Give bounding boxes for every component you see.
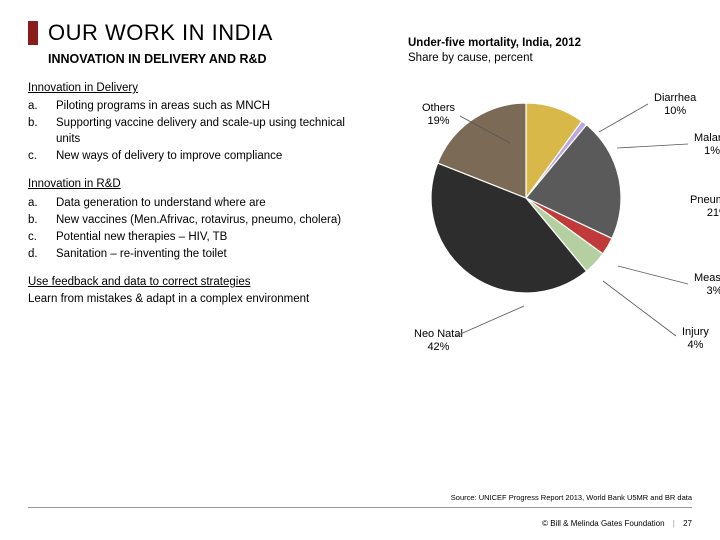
list-text: Supporting vaccine delivery and scale-up… (56, 115, 358, 147)
list-item: c.New ways of delivery to improve compli… (28, 148, 358, 164)
list-item: a.Data generation to understand where ar… (28, 195, 358, 211)
list-rd: a.Data generation to understand where ar… (28, 195, 358, 262)
left-column: Innovation in Delivery a.Piloting progra… (28, 80, 358, 354)
list-marker: a. (28, 195, 56, 211)
right-column: Under-five mortality, India, 2012 Share … (368, 80, 692, 354)
pie-label: Malaria1% (694, 132, 720, 158)
pie-label: Pneumonia21% (690, 194, 720, 220)
list-text: Data generation to understand where are (56, 195, 266, 211)
list-item: c.Potential new therapies – HIV, TB (28, 229, 358, 245)
list-marker: c. (28, 229, 56, 245)
section-head-rd: Innovation in R&D (28, 176, 358, 192)
list-delivery: a.Piloting programs in areas such as MNC… (28, 98, 358, 164)
list-marker: b. (28, 115, 56, 147)
footer-divider (28, 507, 692, 508)
list-marker: d. (28, 246, 56, 262)
leader-lines (368, 74, 688, 354)
list-text: Potential new therapies – HIV, TB (56, 229, 227, 245)
list-text: Piloting programs in areas such as MNCH (56, 98, 270, 114)
pie-label: Measles3% (694, 272, 720, 298)
source-text: Source: UNICEF Progress Report 2013, Wor… (451, 493, 692, 502)
footer-page: 27 (683, 519, 692, 528)
footer-sep: | (673, 519, 675, 528)
closing-block: Use feedback and data to correct strateg… (28, 274, 358, 307)
list-item: d.Sanitation – re-inventing the toilet (28, 246, 358, 262)
pie-chart: Diarrhea10%Malaria1%Pneumonia21%Measles3… (368, 74, 688, 354)
list-text: New vaccines (Men.Afrivac, rotavirus, pn… (56, 212, 341, 228)
list-item: b.New vaccines (Men.Afrivac, rotavirus, … (28, 212, 358, 228)
chart-title-line1: Under-five mortality, India, 2012 (408, 37, 581, 49)
footer: © Bill & Melinda Gates Foundation | 27 (542, 519, 692, 528)
list-marker: b. (28, 212, 56, 228)
title-marker (28, 21, 38, 45)
list-text: Sanitation – re-inventing the toilet (56, 246, 227, 262)
list-item: b.Supporting vaccine delivery and scale-… (28, 115, 358, 147)
list-marker: c. (28, 148, 56, 164)
chart-title: Under-five mortality, India, 2012 Share … (408, 36, 692, 66)
chart-title-line2: Share by cause, percent (408, 52, 533, 64)
list-text: New ways of delivery to improve complian… (56, 148, 282, 164)
closing-line: Use feedback and data to correct strateg… (28, 274, 358, 290)
list-marker: a. (28, 98, 56, 114)
footer-copyright: © Bill & Melinda Gates Foundation (542, 519, 664, 528)
page-title: OUR WORK IN INDIA (48, 20, 273, 46)
list-item: a.Piloting programs in areas such as MNC… (28, 98, 358, 114)
section-head-delivery: Innovation in Delivery (28, 80, 358, 96)
closing-line: Learn from mistakes & adapt in a complex… (28, 291, 358, 307)
